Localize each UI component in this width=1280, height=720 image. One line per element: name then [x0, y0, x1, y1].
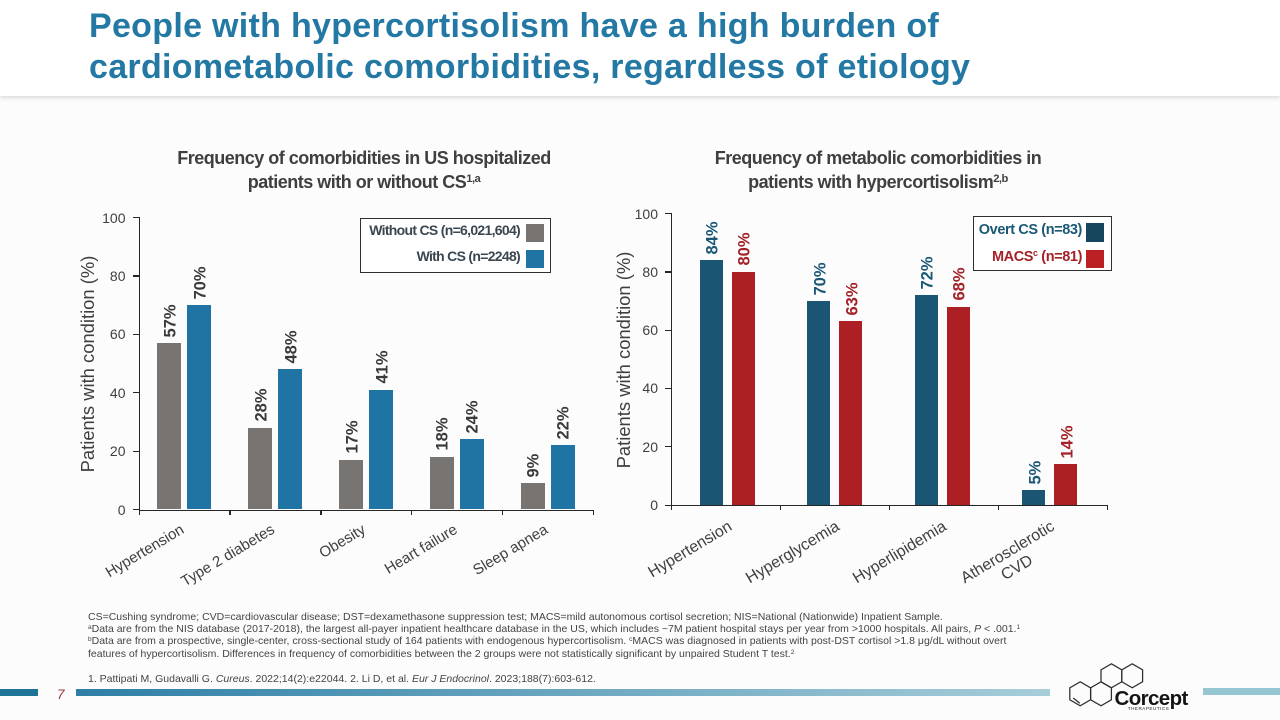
- svg-text:THERAPEUTICS: THERAPEUTICS: [1128, 706, 1169, 711]
- svg-text:Corcept: Corcept: [1115, 687, 1189, 710]
